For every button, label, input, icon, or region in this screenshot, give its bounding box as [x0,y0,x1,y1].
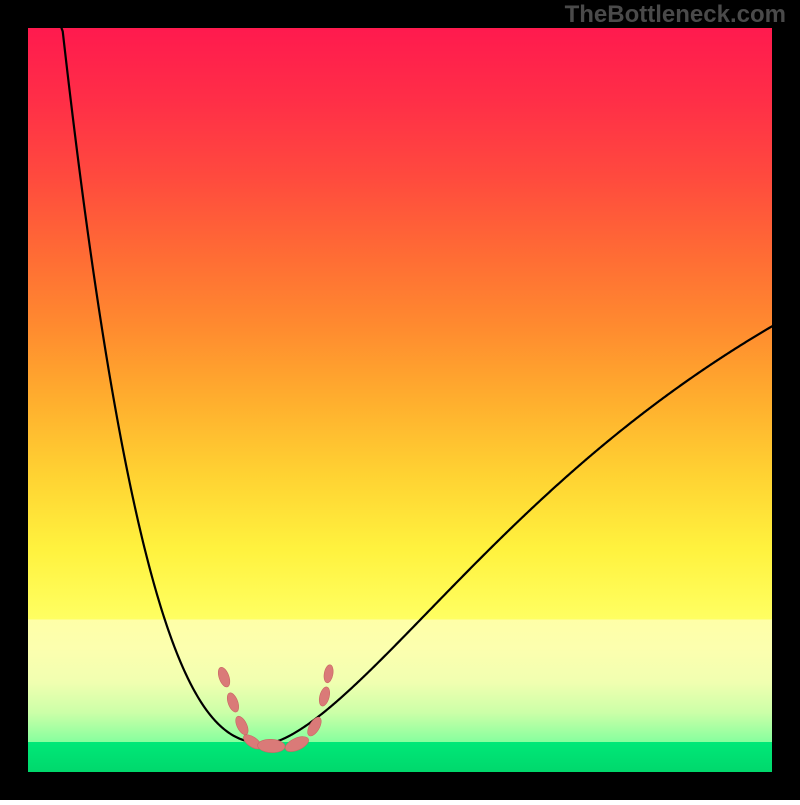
watermark-text: TheBottleneck.com [565,1,786,28]
chart-svg: TheBottleneck.com [0,0,800,800]
bottleneck-chart: TheBottleneck.com [0,0,800,800]
